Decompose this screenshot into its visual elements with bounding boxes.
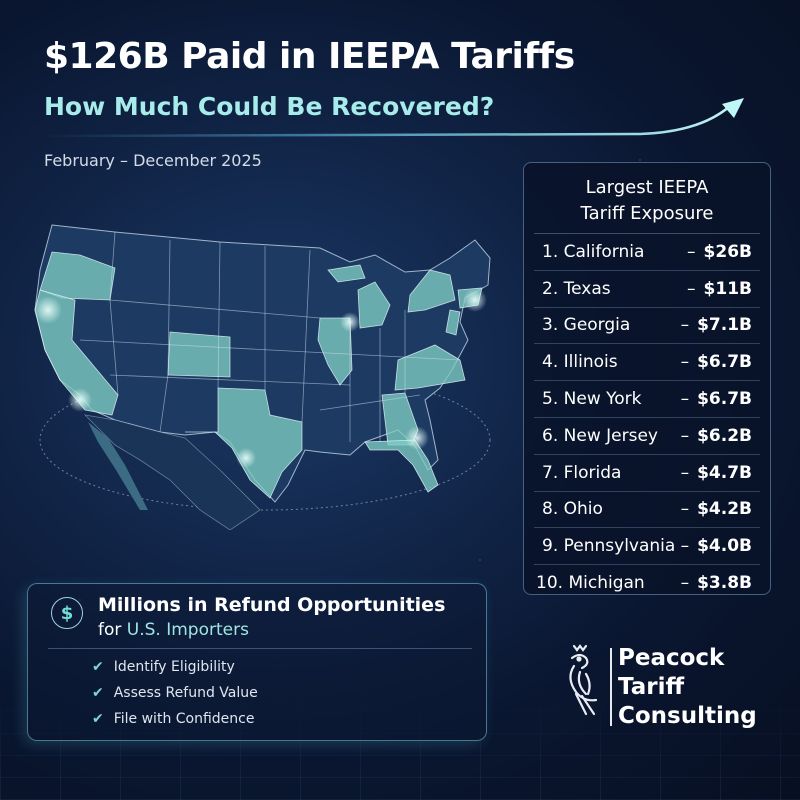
ranking-row: 3. Georgia – $7.1B xyxy=(534,308,760,345)
ranking-row: 5. New York – $6.7B xyxy=(534,381,760,418)
ranking-title: Largest IEEPA Tariff Exposure xyxy=(534,163,760,234)
ranking-row: 9. Pennsylvania – $4.0B xyxy=(534,528,760,566)
ranking-row: 4. Illinois – $6.7B xyxy=(534,344,760,382)
refund-checklist: ✔ Identify Eligibility ✔ Assess Refund Val… xyxy=(92,654,258,732)
checklist-item: ✔ Assess Refund Value xyxy=(92,680,258,706)
grid-floor-decoration xyxy=(0,690,800,800)
state-new-jersey xyxy=(445,309,461,336)
state-colorado xyxy=(167,331,231,378)
page-title: $126B Paid in IEEPA Tariffs xyxy=(44,36,575,77)
ranking-row: 10. Michigan – $3.8B xyxy=(536,573,752,594)
check-icon: ✔ xyxy=(92,711,104,727)
check-icon: ✔ xyxy=(92,659,104,675)
ranking-panel: Largest IEEPA Tariff Exposure 1. Califor… xyxy=(523,162,771,595)
ranking-row: 2. Texas – $11B xyxy=(534,271,760,308)
us-map xyxy=(34,224,491,530)
logo-divider xyxy=(610,648,612,726)
brand-logo: Peacock Tariff Consulting xyxy=(562,642,792,742)
page-subtitle: How Much Could Be Recovered? xyxy=(44,92,495,121)
dollar-icon: $ xyxy=(51,597,83,629)
refund-subheadline: for U.S. Importers xyxy=(98,620,249,640)
date-range: February – December 2025 xyxy=(44,151,262,170)
state-michigan-up xyxy=(327,264,366,283)
checklist-item: ✔ Identify Eligibility xyxy=(92,654,258,680)
checklist-item: ✔ File with Confidence xyxy=(92,706,258,732)
state-virginia xyxy=(394,344,466,391)
check-icon: ✔ xyxy=(92,685,104,701)
divider xyxy=(48,648,472,649)
refund-headline: Millions in Refund Opportunities xyxy=(98,594,446,616)
ranking-row: 6. New Jersey – $6.2B xyxy=(534,418,760,455)
state-new-york xyxy=(407,269,456,313)
ranking-row: 7. Florida – $4.7B xyxy=(534,455,760,492)
ranking-row: 1. California – $26B xyxy=(534,234,760,271)
ranking-row: 8. Ohio – $4.2B xyxy=(534,492,760,529)
refund-callout: $ Millions in Refund Opportunities for U… xyxy=(27,583,487,741)
state-texas xyxy=(185,387,303,499)
brand-name: Peacock Tariff Consulting xyxy=(618,645,757,729)
growth-arrow-icon xyxy=(40,98,744,138)
ranking-title-line2: Tariff Exposure xyxy=(580,203,714,224)
peacock-icon xyxy=(569,644,598,716)
ranking-title-line1: Largest IEEPA xyxy=(585,177,709,198)
